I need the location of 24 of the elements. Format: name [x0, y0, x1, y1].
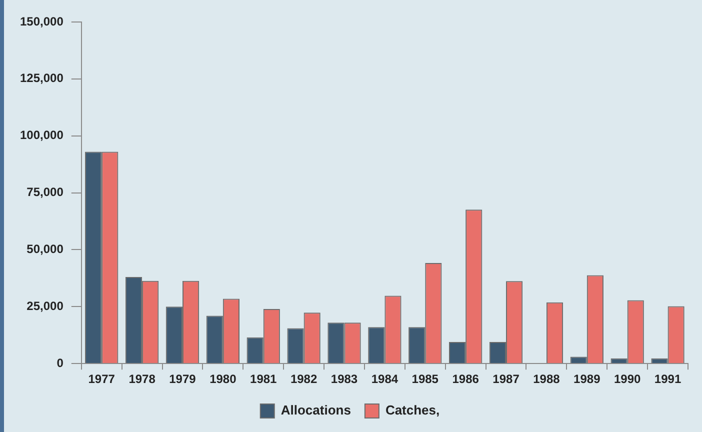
x-tick-label: 1990 [614, 372, 642, 386]
y-tick-label: 75,000 [26, 185, 64, 200]
x-tick-label: 1982 [290, 372, 318, 386]
x-tick-label: 1986 [452, 372, 480, 386]
x-tick-label: 1984 [371, 372, 398, 386]
x-tick-label: 1980 [210, 372, 237, 386]
y-tick-label: 0 [56, 356, 64, 370]
y-tick-label: 150,000 [20, 14, 64, 28]
x-tick-label: 1989 [574, 372, 601, 386]
y-tick-label: 50,000 [26, 242, 64, 256]
legend-label: Allocations [280, 402, 351, 418]
x-tick-label: 1979 [169, 372, 196, 386]
x-tick-label: 1987 [492, 372, 520, 386]
x-tick-label: 1981 [250, 372, 278, 386]
x-tick-label: 1983 [330, 372, 358, 386]
x-tick-label: 1985 [412, 372, 439, 386]
x-tick-label: 1991 [654, 372, 682, 386]
y-tick-label: 25,000 [26, 298, 64, 313]
y-tick-label: 100,000 [20, 128, 64, 142]
x-tick-label: 1978 [128, 372, 156, 386]
x-tick-label: 1988 [533, 372, 560, 386]
y-tick-label: 125,000 [20, 71, 64, 86]
x-tick-label: 1977 [88, 372, 116, 386]
legend-label: Catches, [385, 402, 440, 418]
